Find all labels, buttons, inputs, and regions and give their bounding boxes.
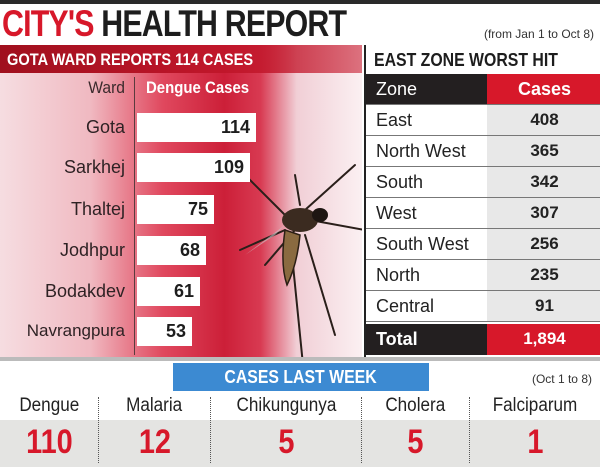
- zone-row-west: West 307: [366, 198, 600, 229]
- dengue-cases-column-header: Dengue Cases: [146, 78, 250, 97]
- disease-value: 12: [138, 423, 171, 461]
- heading-band: [0, 45, 362, 73]
- disease-cholera: Cholera 5: [362, 395, 469, 467]
- weekly-banner: CASES LAST WEEK: [173, 363, 429, 391]
- disease-value: 1: [526, 423, 544, 461]
- zone-cases: 307: [487, 198, 600, 228]
- zone-name: North: [366, 260, 487, 290]
- bar-value: 68: [179, 240, 200, 260]
- weekly-cases-section: CASES LAST WEEK (Oct 1 to 8) Dengue 110 …: [0, 357, 600, 467]
- ward-name: Gota: [85, 117, 125, 137]
- disease-name: Falciparum: [492, 395, 578, 416]
- disease-name: Cholera: [385, 395, 446, 416]
- mosquito-image: [239, 164, 362, 357]
- ward-name: Bodakdev: [44, 281, 125, 301]
- zone-cases: 91: [487, 291, 600, 321]
- ward-row-gota: Gota 114: [0, 113, 362, 143]
- zone-row-north: North 235: [366, 260, 600, 291]
- axis-divider: [134, 77, 135, 355]
- ward-row-bodakdev: Bodakdev 61: [0, 277, 362, 307]
- zone-cases: 235: [487, 260, 600, 290]
- ward-chart-heading: GOTA WARD REPORTS 114 CASES: [7, 50, 254, 69]
- ward-name: Jodhpur: [59, 240, 125, 260]
- zone-table-header-row: Zone Cases: [366, 74, 600, 105]
- dotted-separator: [469, 397, 470, 463]
- zone-name: West: [366, 198, 487, 228]
- bar-value: 75: [187, 199, 208, 219]
- ward-name: Navrangpura: [26, 321, 125, 340]
- zone-table-heading: EAST ZONE WORST HIT: [374, 50, 558, 70]
- disease-name: Dengue: [19, 395, 79, 416]
- bar-value: 109: [213, 157, 244, 177]
- bar-value: 114: [220, 117, 250, 137]
- disease-name: Chikungunya: [236, 395, 336, 416]
- bar: 53: [137, 317, 192, 346]
- weekly-date-range: (Oct 1 to 8): [531, 372, 592, 386]
- zone-name: South West: [366, 229, 487, 259]
- page-title: CITY'S HEALTH REPORT: [2, 3, 347, 44]
- title-red: CITY'S: [2, 3, 94, 44]
- dotted-separator: [361, 397, 362, 463]
- cases-column-header: Cases: [487, 74, 600, 104]
- dotted-separator: [210, 397, 211, 463]
- zone-cases: 365: [487, 136, 600, 166]
- disease-malaria: Malaria 12: [99, 395, 210, 467]
- disease-value: 5: [277, 423, 295, 461]
- bar: 114: [137, 113, 256, 142]
- section-divider: [0, 357, 600, 361]
- top-rule: [0, 0, 600, 4]
- zone-name: South: [366, 167, 487, 197]
- zone-row-north-west: North West 365: [366, 136, 600, 167]
- bar-value: 61: [173, 281, 194, 301]
- ward-row-sarkhej: Sarkhej 109: [0, 153, 362, 183]
- total-value: 1,894: [487, 324, 600, 355]
- zone-row-south: South 342: [366, 167, 600, 198]
- disease-grid: Dengue 110 Malaria 12 Chikungunya 5 Chol…: [0, 395, 600, 467]
- ward-name: Sarkhej: [63, 157, 125, 177]
- bar: 68: [137, 236, 206, 265]
- disease-name: Malaria: [126, 395, 183, 416]
- zone-column-header: Zone: [366, 74, 487, 104]
- disease-value: 5: [407, 423, 424, 461]
- bar: 61: [137, 277, 200, 306]
- zone-row-central: Central 91: [366, 291, 600, 322]
- ward-row-navrangpura: Navrangpura 53: [0, 317, 362, 347]
- zone-cases: 256: [487, 229, 600, 259]
- bar-value: 53: [165, 321, 186, 341]
- zone-name: North West: [366, 136, 487, 166]
- zone-name: Central: [366, 291, 487, 321]
- zone-total-row: Total 1,894: [366, 324, 600, 355]
- bar: 109: [137, 153, 250, 182]
- total-label: Total: [366, 324, 487, 355]
- ward-row-thaltej: Thaltej 75: [0, 195, 362, 225]
- ward-name: Thaltej: [70, 199, 125, 219]
- zone-row-south-west: South West 256: [366, 229, 600, 260]
- disease-falciparum: Falciparum 1: [470, 395, 600, 467]
- zone-cases: 342: [487, 167, 600, 197]
- zone-name: East: [366, 105, 487, 135]
- zone-cases: 408: [487, 105, 600, 135]
- ward-column-header: Ward: [88, 78, 125, 97]
- disease-value: 110: [25, 423, 73, 461]
- weekly-banner-text: CASES LAST WEEK: [224, 367, 378, 387]
- ward-dengue-chart: GOTA WARD REPORTS 114 CASES Ward Dengue …: [0, 45, 362, 357]
- date-range: (from Jan 1 to Oct 8): [483, 27, 594, 41]
- disease-chikungunya: Chikungunya 5: [211, 395, 361, 467]
- ward-row-jodhpur: Jodhpur 68: [0, 236, 362, 266]
- bar: 75: [137, 195, 214, 224]
- values-band: [0, 420, 600, 467]
- zone-row-east: East 408: [366, 105, 600, 136]
- title-black: HEALTH REPORT: [101, 3, 347, 44]
- dotted-separator: [98, 397, 99, 463]
- zone-cases-table: EAST ZONE WORST HIT Zone Cases East 408 …: [364, 45, 600, 357]
- disease-dengue: Dengue 110: [0, 395, 98, 467]
